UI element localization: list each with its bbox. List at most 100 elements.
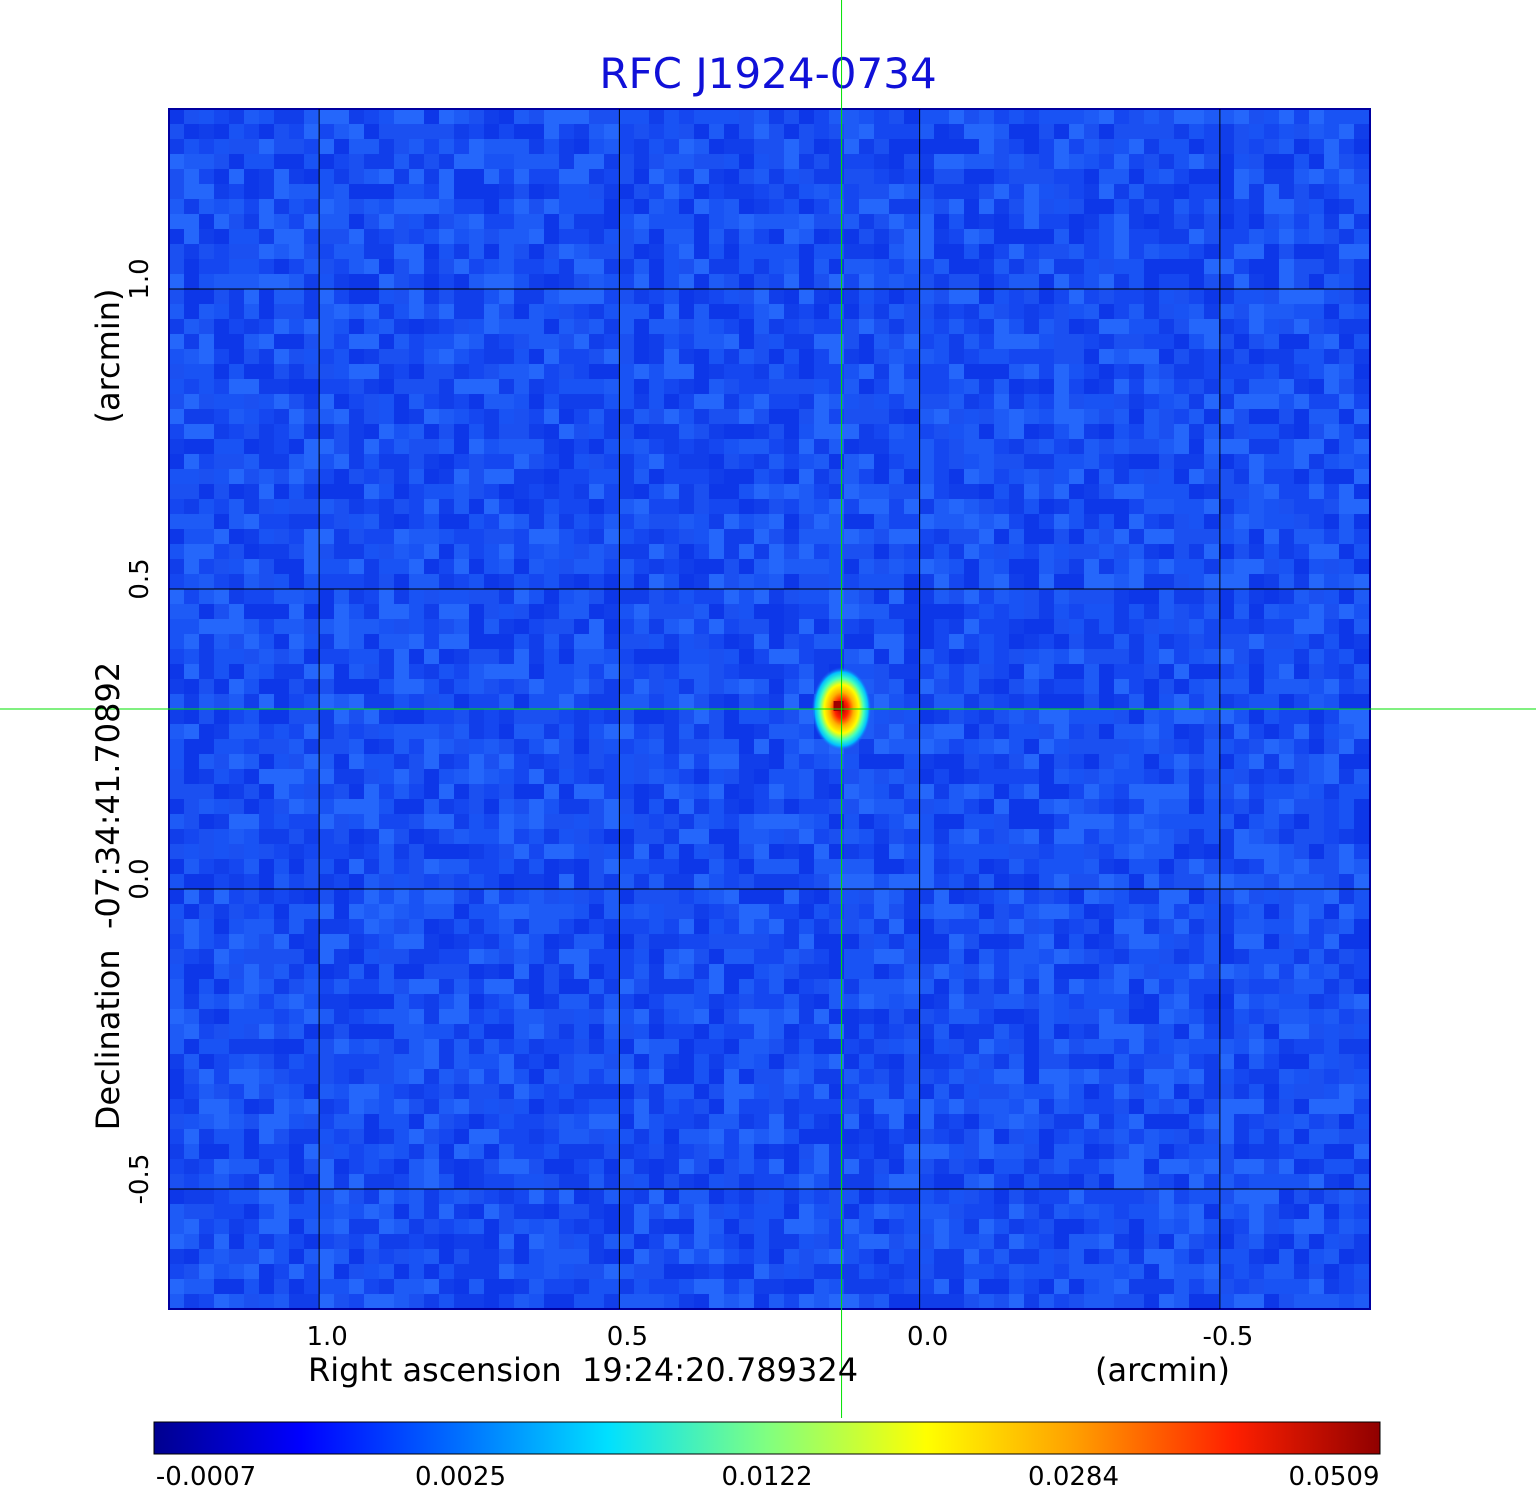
heatmap-cell xyxy=(334,184,349,199)
heatmap-cell xyxy=(634,619,649,634)
heatmap-cell xyxy=(484,754,499,769)
heatmap-cell xyxy=(514,949,529,964)
heatmap-cell xyxy=(559,334,574,349)
heatmap-cell xyxy=(349,754,364,769)
heatmap-cell xyxy=(949,244,964,259)
heatmap-cell xyxy=(1114,589,1129,604)
heatmap-cell xyxy=(754,559,769,574)
heatmap-cell xyxy=(874,649,889,664)
heatmap-cell xyxy=(1279,109,1294,124)
heatmap-cell xyxy=(1294,439,1309,454)
heatmap-cell xyxy=(1234,274,1249,289)
heatmap-cell xyxy=(934,589,949,604)
heatmap-cell xyxy=(364,499,379,514)
heatmap-cell xyxy=(589,1009,604,1024)
heatmap-cell xyxy=(754,934,769,949)
heatmap-cell xyxy=(484,769,499,784)
heatmap-cell xyxy=(739,349,754,364)
heatmap-cell xyxy=(559,319,574,334)
heatmap-cell xyxy=(1069,559,1084,574)
heatmap-cell xyxy=(814,499,829,514)
heatmap-cell xyxy=(1024,424,1039,439)
heatmap-cell xyxy=(784,319,799,334)
heatmap-cell xyxy=(304,874,319,889)
heatmap-cell xyxy=(1159,499,1174,514)
heatmap-cell xyxy=(679,1009,694,1024)
heatmap-cell xyxy=(1264,244,1279,259)
heatmap-cell xyxy=(949,994,964,1009)
heatmap-cell xyxy=(244,874,259,889)
heatmap-cell xyxy=(679,739,694,754)
heatmap-cell xyxy=(439,124,454,139)
heatmap-cell xyxy=(1339,349,1354,364)
heatmap-cell xyxy=(739,619,754,634)
heatmap-cell xyxy=(244,574,259,589)
heatmap-cell xyxy=(829,964,844,979)
heatmap-cell xyxy=(1309,859,1324,874)
heatmap-cell xyxy=(964,739,979,754)
heatmap-cell xyxy=(889,154,904,169)
heatmap-cell xyxy=(514,364,529,379)
heatmap-cell xyxy=(739,724,754,739)
heatmap-cell xyxy=(394,529,409,544)
heatmap-cell xyxy=(1144,904,1159,919)
heatmap-cell xyxy=(199,229,214,244)
heatmap-cell xyxy=(694,1009,709,1024)
heatmap-cell xyxy=(484,364,499,379)
heatmap-cell xyxy=(289,484,304,499)
heatmap-cell xyxy=(1264,559,1279,574)
heatmap-cell xyxy=(439,694,454,709)
heatmap-cell xyxy=(964,364,979,379)
heatmap-cell xyxy=(1309,319,1324,334)
heatmap-cell xyxy=(409,739,424,754)
heatmap-cell xyxy=(724,394,739,409)
heatmap-cell xyxy=(589,424,604,439)
heatmap-cell xyxy=(1204,364,1219,379)
heatmap-cell xyxy=(649,934,664,949)
heatmap-cell xyxy=(169,844,184,859)
heatmap-cell xyxy=(1009,424,1024,439)
heatmap-cell xyxy=(169,1009,184,1024)
heatmap-cell xyxy=(799,319,814,334)
heatmap-cell xyxy=(829,889,844,904)
heatmap-cell xyxy=(979,859,994,874)
heatmap-cell xyxy=(859,739,874,754)
heatmap-cell xyxy=(919,319,934,334)
heatmap-cell xyxy=(1009,1009,1024,1024)
heatmap-cell xyxy=(1024,544,1039,559)
heatmap-cell xyxy=(1249,769,1264,784)
heatmap-cell xyxy=(814,994,829,1009)
heatmap-cell xyxy=(964,649,979,664)
heatmap-cell xyxy=(304,979,319,994)
heatmap-cell xyxy=(934,559,949,574)
heatmap-cell xyxy=(1294,919,1309,934)
heatmap-cell xyxy=(679,679,694,694)
heatmap-cell xyxy=(1309,754,1324,769)
heatmap-cell xyxy=(814,874,829,889)
heatmap-cell xyxy=(1324,889,1339,904)
heatmap-cell xyxy=(559,859,574,874)
heatmap-cell xyxy=(499,334,514,349)
heatmap-cell xyxy=(1294,964,1309,979)
heatmap-cell xyxy=(604,739,619,754)
heatmap-cell xyxy=(859,259,874,274)
heatmap-cell xyxy=(1189,664,1204,679)
heatmap-cell xyxy=(1264,844,1279,859)
heatmap-cell xyxy=(1249,1009,1264,1024)
heatmap-cell xyxy=(529,919,544,934)
heatmap-cell xyxy=(1069,454,1084,469)
heatmap-cell xyxy=(799,994,814,1009)
heatmap-cell xyxy=(874,544,889,559)
heatmap-cell xyxy=(529,784,544,799)
heatmap-cell xyxy=(664,109,679,124)
heatmap-cell xyxy=(619,364,634,379)
heatmap-cell xyxy=(1144,664,1159,679)
heatmap-cell xyxy=(199,934,214,949)
heatmap-cell xyxy=(364,319,379,334)
heatmap-cell xyxy=(799,244,814,259)
heatmap-cell xyxy=(949,469,964,484)
heatmap-cell xyxy=(394,349,409,364)
heatmap-cell xyxy=(709,964,724,979)
heatmap-cell xyxy=(499,214,514,229)
heatmap-cell xyxy=(874,379,889,394)
